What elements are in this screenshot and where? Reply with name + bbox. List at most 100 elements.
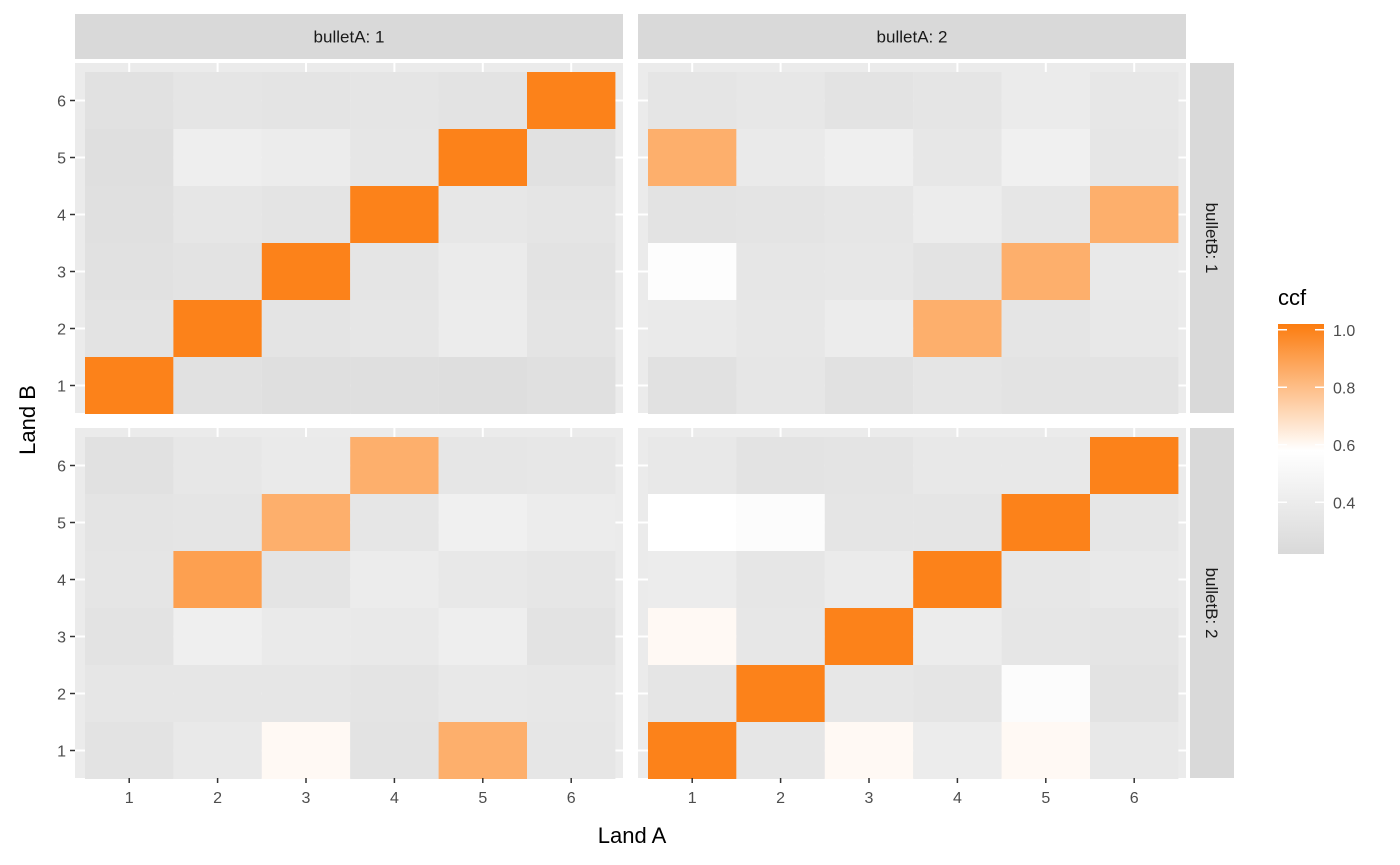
- heatmap-tile: [824, 722, 914, 779]
- legend-label: 0.6: [1333, 438, 1355, 455]
- heatmap-tile: [438, 300, 527, 357]
- heatmap-tile: [173, 357, 262, 414]
- axes: 1 2 3 4 5 6 1 2 3 4 5 6 1 2 3 4 5 6 1 2 3 4 5 6: [57, 94, 1139, 808]
- x-tick-label: 5: [478, 790, 487, 807]
- heatmap-tile: [1090, 186, 1179, 243]
- heatmap-tile: [824, 437, 914, 494]
- heatmap-tile: [173, 437, 262, 494]
- heatmap-tile: [527, 722, 616, 779]
- x-tick-label: 1: [125, 790, 134, 807]
- heatmap-tile: [824, 186, 914, 243]
- legend: ccf 1.0 0.8 0.6 0.4: [1278, 285, 1355, 554]
- heatmap-tile: [261, 665, 351, 722]
- heatmap-tile: [173, 494, 262, 551]
- heatmap-tile: [913, 494, 1002, 551]
- heatmap-tile: [1090, 129, 1179, 186]
- y-tick-label: 5: [57, 151, 66, 168]
- heatmap-tile: [438, 608, 527, 665]
- heatmap-tile: [350, 72, 439, 129]
- heatmap-tile: [648, 186, 737, 243]
- heatmap-tile: [261, 437, 351, 494]
- heatmap-tile: [736, 722, 825, 779]
- x-tick-label: 6: [1130, 790, 1139, 807]
- x-tick-label: 2: [213, 790, 222, 807]
- heatmap-tile: [1090, 551, 1179, 608]
- y-tick-label: 3: [57, 630, 66, 647]
- heatmap-tile: [350, 300, 439, 357]
- heatmap-tile: [648, 665, 737, 722]
- column-strip: [75, 14, 623, 59]
- heatmap-tile: [173, 665, 262, 722]
- heatmap-tile: [261, 186, 351, 243]
- heatmap-tile: [736, 437, 825, 494]
- heatmap-tile: [527, 494, 616, 551]
- heatmap-tile: [1001, 300, 1090, 357]
- heatmap-tile: [913, 186, 1002, 243]
- heatmap-tile: [824, 665, 914, 722]
- heatmap-tile: [1090, 665, 1179, 722]
- heatmap-tile: [1001, 608, 1090, 665]
- heatmap-tile: [173, 129, 262, 186]
- heatmap-tile: [261, 72, 351, 129]
- heatmap-tile: [736, 494, 825, 551]
- heatmap-tile: [527, 437, 616, 494]
- heatmap-tile: [261, 608, 351, 665]
- heatmap-tile: [350, 129, 439, 186]
- heatmap-tile: [438, 551, 527, 608]
- heatmap-tile: [736, 608, 825, 665]
- heatmap-tile: [85, 129, 174, 186]
- heatmap-tile: [527, 186, 616, 243]
- heatmap-tile: [438, 357, 527, 414]
- heatmap-tile: [824, 551, 914, 608]
- heatmap-tile: [648, 494, 737, 551]
- heatmap-tile: [438, 722, 527, 779]
- heatmap-tile: [350, 665, 439, 722]
- heatmap-tile: [736, 665, 825, 722]
- x-tick-label: 2: [776, 790, 785, 807]
- heatmap-tile: [1090, 300, 1179, 357]
- y-tick-label: 2: [57, 687, 66, 704]
- heatmap-tile: [736, 357, 825, 414]
- heatmap-tile: [438, 494, 527, 551]
- x-tick-label: 4: [390, 790, 399, 807]
- heatmap-tile: [85, 551, 174, 608]
- y-tick-label: 6: [57, 94, 66, 111]
- heatmap-tile: [1090, 72, 1179, 129]
- heatmap-tile: [1090, 357, 1179, 414]
- legend-label: 0.8: [1333, 380, 1355, 397]
- x-tick-label: 3: [302, 790, 311, 807]
- heatmap-tile: [648, 608, 737, 665]
- heatmap-tile: [736, 300, 825, 357]
- heatmap-tile: [438, 665, 527, 722]
- heatmap-tile: [85, 665, 174, 722]
- x-tick-label: 3: [865, 790, 874, 807]
- heatmap-tile: [261, 494, 351, 551]
- heatmap-tile: [261, 357, 351, 414]
- heatmap-tile: [261, 129, 351, 186]
- y-tick-label: 1: [57, 379, 66, 396]
- heatmap-tile: [350, 437, 439, 494]
- row-strip-label: bulletB: 2: [1202, 568, 1221, 639]
- heatmap-tile: [1090, 608, 1179, 665]
- heatmap-tile: [173, 186, 262, 243]
- heatmap-tile: [913, 608, 1002, 665]
- heatmap-tile: [1090, 243, 1179, 300]
- heatmap-tile: [261, 300, 351, 357]
- heatmap-tile: [350, 494, 439, 551]
- heatmap-tile: [913, 243, 1002, 300]
- heatmap-tile: [350, 243, 439, 300]
- heatmap-tile: [1090, 437, 1179, 494]
- heatmap-tile: [1001, 357, 1090, 414]
- heatmap-tile: [824, 494, 914, 551]
- heatmap-tile: [648, 357, 737, 414]
- heatmap-tile: [1001, 437, 1090, 494]
- facet-panel: [638, 63, 1186, 414]
- heatmap-tile: [85, 722, 174, 779]
- heatmap-tile: [1001, 72, 1090, 129]
- heatmap-tile: [824, 129, 914, 186]
- heatmap-tile: [824, 72, 914, 129]
- heatmap-tile: [173, 300, 262, 357]
- row-strip-label: bulletB: 1: [1202, 203, 1221, 274]
- heatmap-tile: [85, 608, 174, 665]
- heatmap-tile: [85, 243, 174, 300]
